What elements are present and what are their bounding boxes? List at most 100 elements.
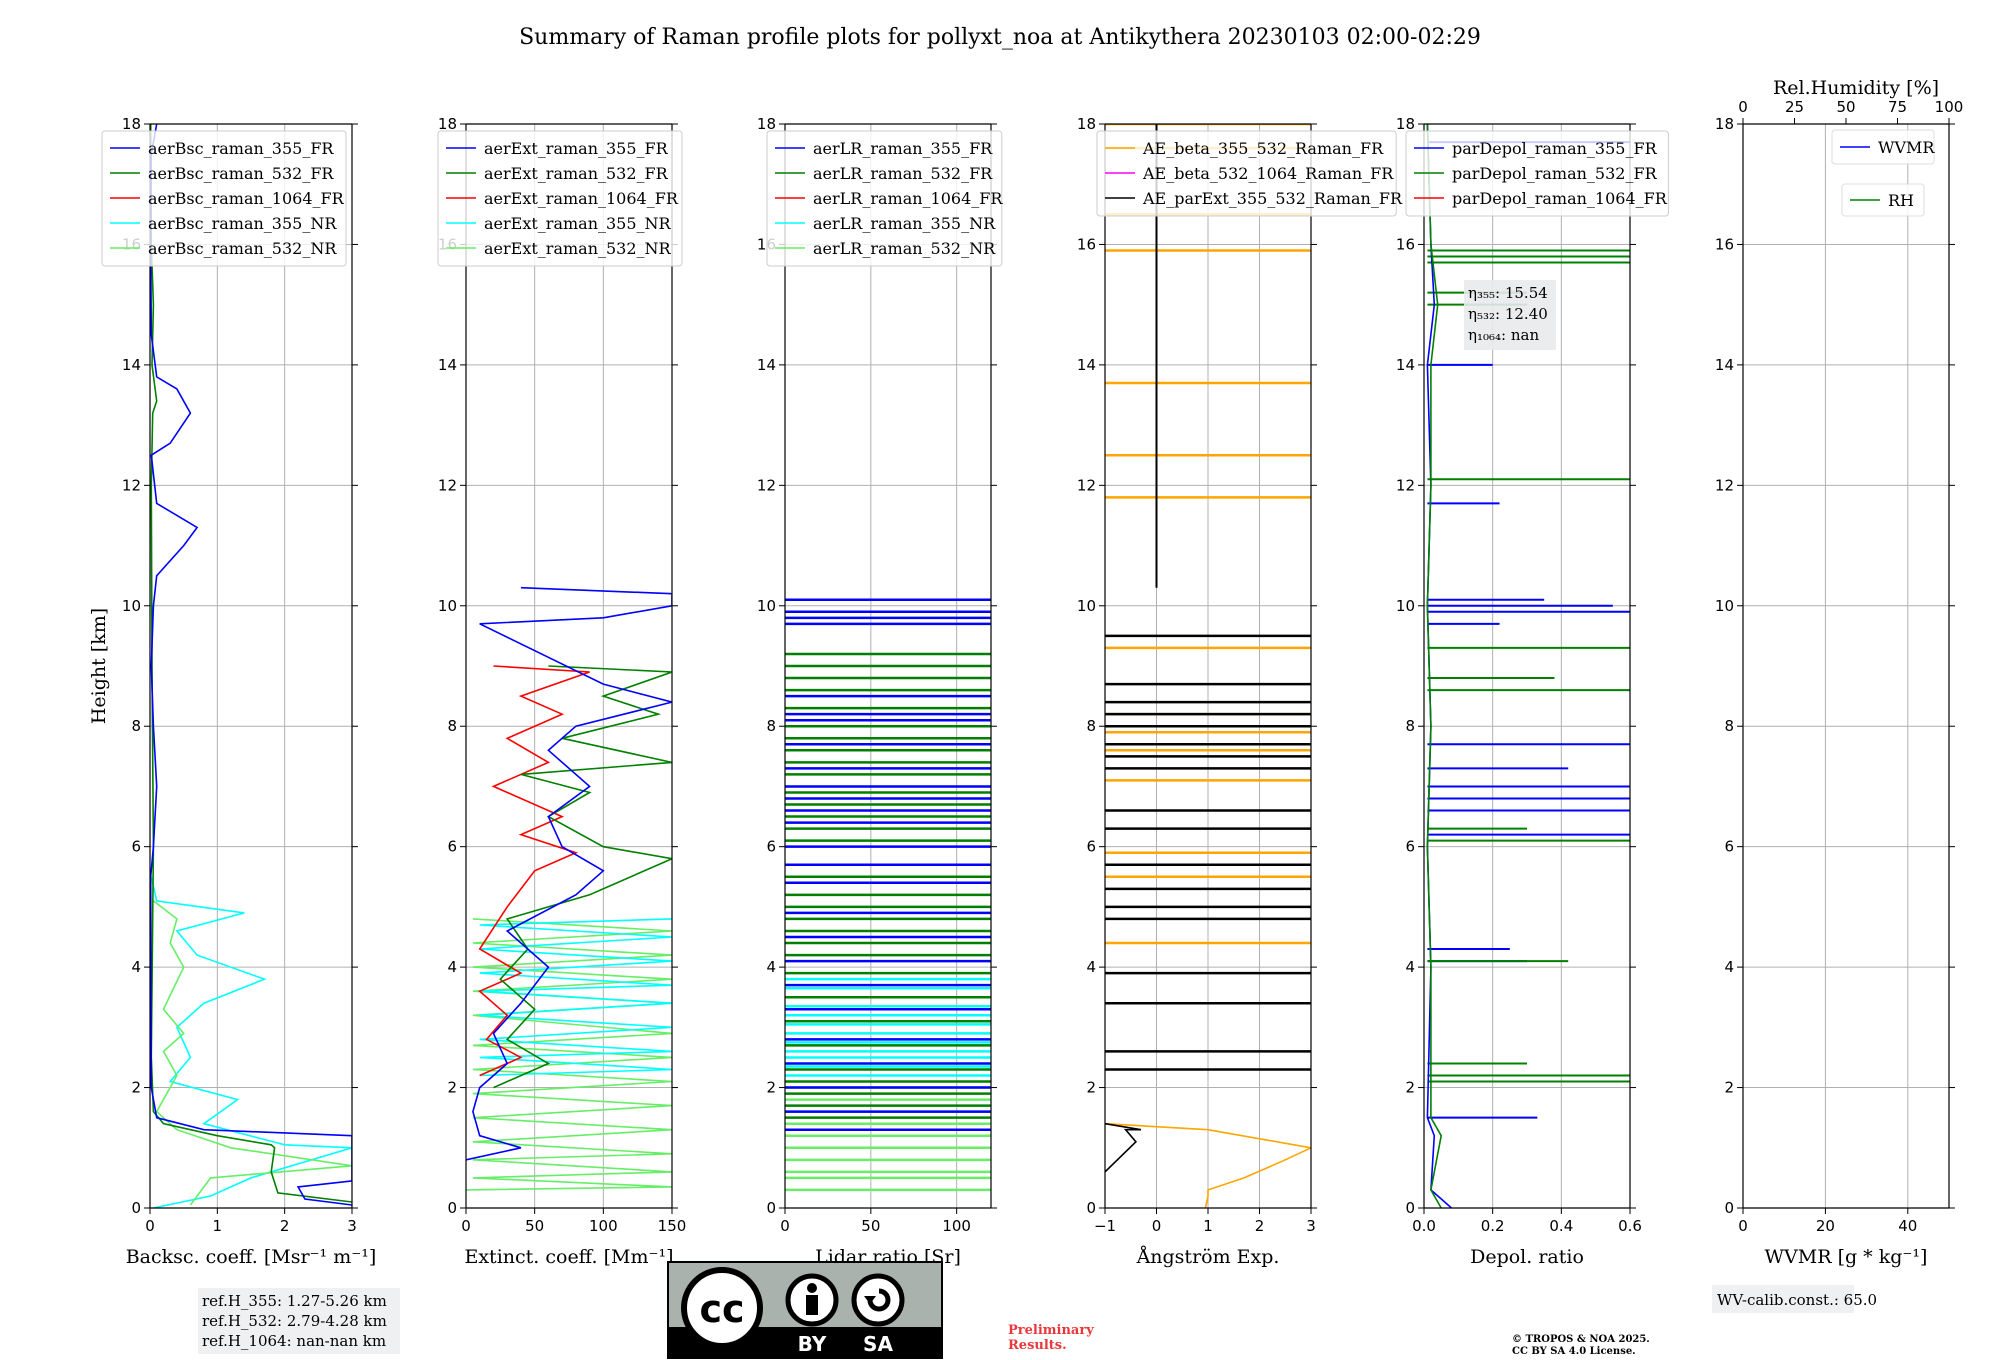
sa-share-icon [851,1273,905,1327]
ytick-label: 18 [1715,115,1734,133]
wv-calib-text: WV-calib.const.: 65.0 [1717,1291,1877,1309]
series-aerExt_raman_355_FR [466,586,672,1161]
refh-annotation-line: ref.H_1064: nan-nan km [202,1332,386,1350]
legend-box [437,130,683,267]
legend-entry: aerBsc_raman_355_NR [148,214,337,233]
ytick-label: 12 [1077,476,1096,494]
xtick-label: 20 [1816,1217,1835,1235]
legend-entry: AE_parExt_355_532_Raman_FR [1142,189,1403,208]
cc-sa-label: SA [863,1332,893,1356]
ytick-label: 18 [1396,115,1415,133]
series-aerExt_raman_532_FR [493,665,672,1089]
ytick-label: 10 [1396,597,1415,615]
refh-annotation-line: ref.H_355: 1.27-5.26 km [202,1292,387,1310]
legend-entry: RH [1888,191,1914,210]
legend-entry: aerBsc_raman_355_FR [148,139,334,158]
ytick-label: 4 [1086,958,1096,976]
refh-annotation-line: ref.H_532: 2.79-4.28 km [202,1312,387,1330]
cc-license-badge: cc BY SA [667,1261,943,1359]
x-axis-label: Backsc. coeff. [Msr⁻¹ m⁻¹] [126,1246,377,1268]
legend-entry: aerLR_raman_355_NR [813,214,996,233]
ytick-label: 6 [766,838,776,856]
top-xtick-label: 75 [1888,98,1907,116]
xtick-label: 0 [780,1217,790,1235]
cc-by-label: BY [798,1332,827,1356]
ytick-label: 6 [1405,838,1415,856]
ytick-label: 0 [766,1199,776,1217]
legend-entry: aerExt_raman_355_NR [484,214,672,233]
ytick-label: 10 [438,597,457,615]
series-AE_parExt_355_532_Raman_FR [1105,1122,1142,1173]
ytick-label: 16 [1715,235,1734,253]
xtick-label: 0.2 [1481,1217,1505,1235]
legend-entry: aerLR_raman_532_NR [813,239,996,258]
ytick-label: 12 [438,476,457,494]
xtick-label: 0 [1738,1217,1748,1235]
plot-area [150,124,352,1208]
ytick-label: 14 [438,356,457,374]
x-axis-label: Extinct. coeff. [Mm⁻¹] [464,1246,673,1268]
top-xtick-label: 50 [1836,98,1855,116]
legend-entry: aerLR_raman_355_FR [813,139,993,158]
eta-annotation-line: η₅₃₂: 12.40 [1468,305,1548,323]
legend-entry: aerBsc_raman_532_FR [148,164,334,183]
xtick-label: 1 [1203,1217,1213,1235]
refh-annotation-box [198,1288,400,1354]
top-x-axis-label: Rel.Humidity [%] [1773,77,1939,99]
ytick-label: 4 [131,958,141,976]
eta-annotation-line: η₁₀₆₄: nan [1468,326,1539,344]
eta-annotation-box [1464,280,1556,350]
ytick-label: 0 [447,1199,457,1217]
xtick-label: 0.4 [1549,1217,1573,1235]
xtick-label: 3 [347,1217,357,1235]
series-parDepol_raman_532_FR [1426,124,1443,1208]
xtick-label: 100 [589,1217,618,1235]
legend-box [766,130,1003,267]
legend-entry: AE_beta_355_532_Raman_FR [1142,139,1384,158]
ytick-label: 8 [766,717,776,735]
series-aerExt_raman_1064_FR [478,665,590,1077]
ytick-label: 8 [447,717,457,735]
legend-box [1841,183,1925,217]
preliminary-results-line2: Results. [1008,1338,1067,1353]
legend-entry: parDepol_raman_355_FR [1452,139,1658,158]
ytick-label: 0 [1086,1199,1096,1217]
copyright-line2: CC BY SA 4.0 License. [1512,1346,1636,1357]
ytick-label: 12 [1396,476,1415,494]
ytick-label: 8 [1724,717,1734,735]
ytick-label: 2 [447,1079,457,1097]
legend-entry: aerExt_raman_1064_FR [484,189,679,208]
legend-entry: parDepol_raman_532_FR [1452,164,1658,183]
ytick-label: 14 [757,356,776,374]
preliminary-results-line1: Preliminary [1008,1323,1094,1338]
ytick-label: 12 [1715,476,1734,494]
cc-text: cc [699,1287,744,1331]
series-aerBsc_raman_355_FR [150,124,352,1206]
ytick-label: 18 [122,115,141,133]
ytick-label: 0 [131,1199,141,1217]
ytick-label: 12 [122,476,141,494]
ytick-label: 6 [1724,838,1734,856]
plot-area [1105,124,1311,1208]
top-xtick-label: 25 [1785,98,1804,116]
ytick-label: 2 [131,1079,141,1097]
ytick-label: 8 [1086,717,1096,735]
ytick-label: 4 [1724,958,1734,976]
ytick-label: 8 [1405,717,1415,735]
top-xtick-label: 100 [1935,98,1964,116]
series-AE_beta_355_532_Raman_FR [1105,1122,1311,1208]
series-aerExt_raman_532_NR [466,918,672,1191]
wv-calib-box [1712,1285,1854,1313]
x-axis-label: Ångström Exp. [1136,1246,1280,1268]
ytick-label: 0 [1405,1199,1415,1217]
ytick-label: 4 [447,958,457,976]
copyright-line1: © TROPOS & NOA 2025. [1512,1334,1650,1345]
xtick-label: 150 [658,1217,687,1235]
panel-ext: 024681012141618050100150Extinct. coeff. … [437,115,687,1268]
ytick-label: 2 [1086,1079,1096,1097]
ytick-label: 2 [1724,1079,1734,1097]
x-axis-label: Depol. ratio [1470,1246,1584,1268]
ytick-label: 12 [757,476,776,494]
ytick-label: 6 [1086,838,1096,856]
